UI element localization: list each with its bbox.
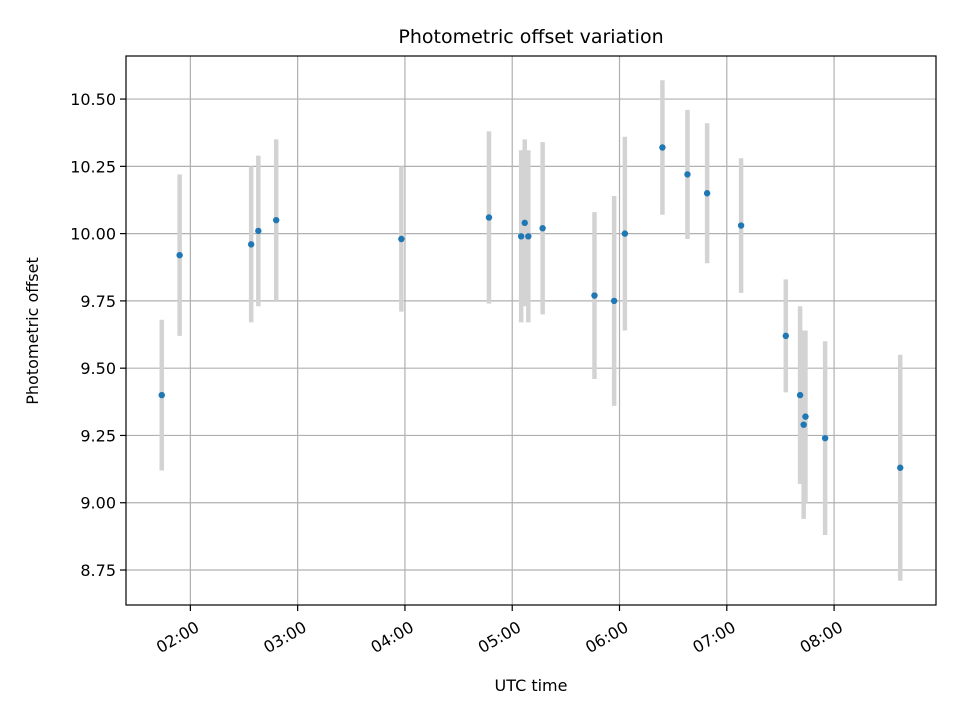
data-point [796,391,804,399]
plot-frame [125,55,937,606]
data-point [272,216,280,224]
data-point [659,144,666,151]
data-point [525,233,532,240]
data-point [621,230,629,237]
y-tick-label: 9.75 [80,292,116,311]
data-point [802,413,809,420]
data-point [591,292,598,299]
data-point [800,421,807,428]
y-tick-label: 9.25 [80,426,116,445]
data-point [255,227,262,235]
data-point [821,434,829,442]
data-point [684,171,691,178]
data-point [398,235,405,243]
data-point [176,251,183,259]
x-axis-title: UTC time [495,676,568,695]
y-tick-label: 10.00 [70,225,116,244]
y-tick-label: 10.50 [70,90,116,109]
data-point [610,297,618,305]
y-tick-label: 9.50 [80,359,116,378]
data-point [485,214,493,221]
chart-title: Photometric offset variation [398,26,663,48]
y-tick-label: 8.75 [80,561,116,580]
data-point [158,391,165,399]
data-point [517,233,525,240]
data-point [703,190,711,197]
y-tick-label: 10.25 [70,157,116,176]
data-point [539,225,546,232]
y-axis-title: Photometric offset [23,257,42,405]
data-point [521,219,528,227]
data-point [782,332,790,340]
y-tick-label: 9.00 [80,494,116,513]
y-axis: 8.75 9.00 9.25 9.50 9.75 10.00 10.25 10.50 [70,90,126,580]
data-point [737,222,745,229]
data-points [158,144,904,471]
data-point [247,241,255,248]
data-point [897,464,904,471]
grid [126,56,936,605]
